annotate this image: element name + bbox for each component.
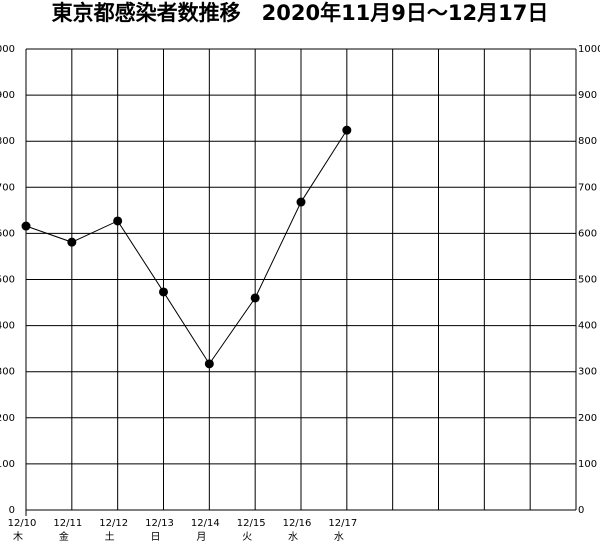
y-tick-label: 200 <box>0 413 15 424</box>
y-tick-label: 900 <box>0 90 15 101</box>
x-weekday-label: 日 <box>151 532 161 542</box>
x-tick-label: 12/14 <box>191 518 220 529</box>
y2-tick-label: 400 <box>578 321 597 332</box>
x-tick-label: 12/12 <box>99 518 128 529</box>
x-tick-label: 12/10 <box>8 518 37 529</box>
y-tick-label: 500 <box>0 275 15 286</box>
point <box>67 237 77 247</box>
y-tick-label: 0 <box>9 505 15 516</box>
x-weekday-label: 火 <box>242 531 252 542</box>
y2-tick-label: 900 <box>578 90 597 101</box>
x-weekday-label: 水 <box>288 531 298 542</box>
point <box>21 221 31 231</box>
point <box>159 287 168 297</box>
y2-tick-label: 0 <box>578 505 584 516</box>
x-weekday-label: 金 <box>59 530 69 542</box>
y-tick-label: 800 <box>0 136 15 147</box>
point <box>296 197 306 207</box>
y2-tick-label: 100 <box>578 459 597 470</box>
x-tick-label: 12/15 <box>237 518 266 529</box>
y-tick-label: 700 <box>0 182 15 193</box>
line <box>25 129 348 365</box>
y2-tick-label: 600 <box>578 228 597 239</box>
point <box>250 293 260 303</box>
y2-tick-label: 800 <box>578 136 597 147</box>
x-weekday-label: 水 <box>334 531 344 542</box>
y-tick-label: 300 <box>0 367 15 378</box>
x-tick-label: 12/13 <box>145 518 174 529</box>
y-tick-label: 100 <box>0 459 15 470</box>
x-tick-label: 12/11 <box>53 518 82 529</box>
y-tick-label: 400 <box>0 321 15 332</box>
chart-title: 東京都感染者数推移 2020年11月9日～12月17日 <box>52 1 549 25</box>
point <box>113 216 123 226</box>
x-weekday-label: 土 <box>105 530 115 542</box>
x-tick-label: 12/17 <box>328 518 357 529</box>
y2-tick-label: 300 <box>578 367 597 378</box>
x-weekday-label: 木 <box>13 531 23 542</box>
x-tick-label: 12/16 <box>283 518 312 529</box>
x-weekday-label: 月 <box>196 531 206 542</box>
y2-tick-label: 700 <box>578 182 597 193</box>
point <box>342 125 352 135</box>
y2-tick-label: 200 <box>578 413 597 424</box>
point <box>204 359 214 369</box>
y2-tick-label: 500 <box>578 275 597 286</box>
y-tick-label: 600 <box>0 228 15 239</box>
